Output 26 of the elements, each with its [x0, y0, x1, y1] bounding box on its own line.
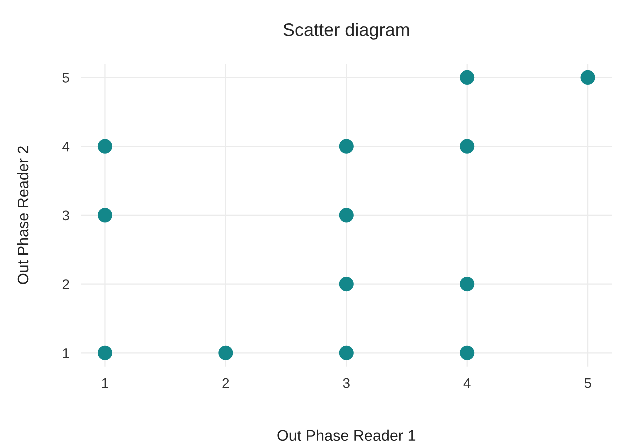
- point: [339, 277, 354, 292]
- point: [460, 277, 475, 292]
- x-tick-label: 2: [222, 378, 230, 388]
- point: [339, 139, 354, 154]
- point: [580, 70, 596, 85]
- y-tick-label: 2: [62, 280, 70, 290]
- y-tick-label: 3: [62, 210, 70, 221]
- chart-title: Scatter diagram: [284, 23, 410, 40]
- point: [460, 70, 475, 85]
- point: [460, 346, 475, 360]
- point: [339, 346, 354, 360]
- x-tick-label: 4: [464, 378, 471, 388]
- point: [98, 346, 113, 360]
- x-tick-label: 5: [584, 378, 592, 388]
- x-tick-label: 3: [343, 378, 350, 388]
- y-tick-label: 5: [62, 73, 70, 83]
- x-tick-label: 1: [102, 378, 108, 388]
- x-axis-title: Out Phase Reader 1: [278, 430, 416, 441]
- point: [218, 346, 234, 360]
- point: [98, 208, 113, 223]
- point: [460, 139, 475, 154]
- y-tick-label: 1: [63, 348, 70, 358]
- y-tick-label: 4: [62, 142, 70, 152]
- y-axis-title: Out Phase Reader 2: [17, 146, 29, 284]
- point: [98, 139, 113, 154]
- point: [339, 208, 354, 223]
